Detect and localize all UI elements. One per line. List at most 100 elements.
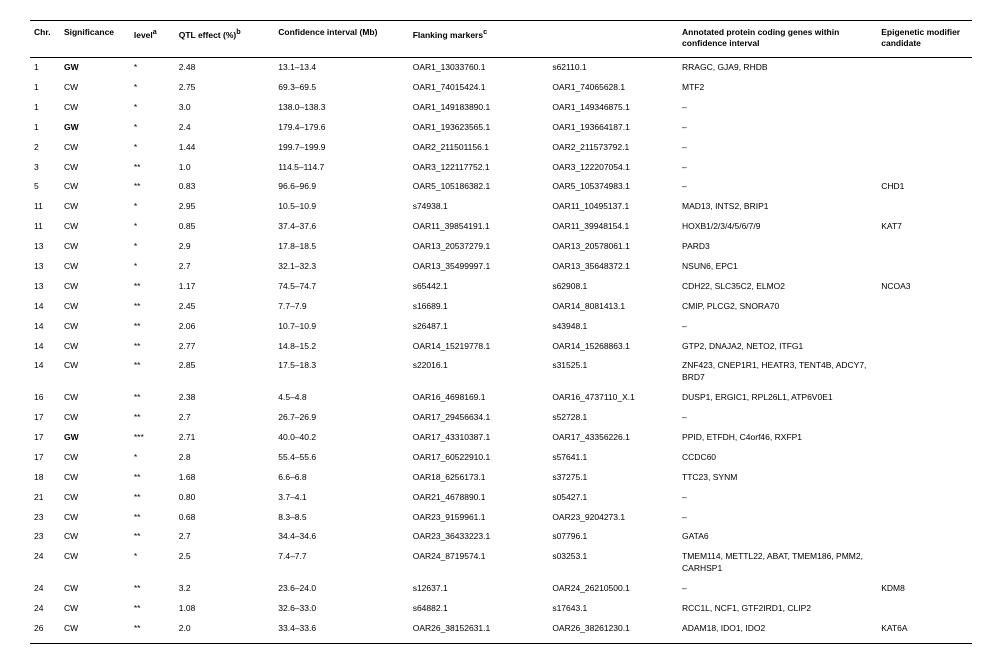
cell-epi xyxy=(877,468,972,488)
cell-genes: NSUN6, EPC1 xyxy=(678,257,877,277)
table-row: 2CW*1.44199.7–199.9OAR2_211501156.1OAR2_… xyxy=(30,138,972,158)
cell-fm2: OAR16_4737110_X.1 xyxy=(548,388,678,408)
cell-eff: 1.68 xyxy=(175,468,275,488)
col-header-lvl: levela xyxy=(130,21,175,58)
cell-epi xyxy=(877,78,972,98)
cell-fm2: OAR11_10495137.1 xyxy=(548,197,678,217)
cell-sig: CW xyxy=(60,217,130,237)
cell-fm2: s52728.1 xyxy=(548,408,678,428)
cell-genes: – xyxy=(678,408,877,428)
cell-chr: 23 xyxy=(30,527,60,547)
cell-ci: 33.4–33.6 xyxy=(274,619,408,643)
cell-eff: 2.85 xyxy=(175,356,275,388)
cell-sig: CW xyxy=(60,297,130,317)
cell-fm1: OAR1_74015424.1 xyxy=(409,78,549,98)
cell-epi xyxy=(877,508,972,528)
cell-sig: CW xyxy=(60,78,130,98)
cell-fm2: s43948.1 xyxy=(548,317,678,337)
cell-fm2: s07796.1 xyxy=(548,527,678,547)
table-row: 17GW***2.7140.0–40.2OAR17_43310387.1OAR1… xyxy=(30,428,972,448)
cell-ci: 3.7–4.1 xyxy=(274,488,408,508)
table-row: 17CW**2.726.7–26.9OAR17_29456634.1s52728… xyxy=(30,408,972,428)
cell-lvl: ** xyxy=(130,297,175,317)
cell-eff: 1.0 xyxy=(175,158,275,178)
cell-eff: 2.06 xyxy=(175,317,275,337)
cell-sig: CW xyxy=(60,177,130,197)
cell-lvl: ** xyxy=(130,468,175,488)
col-header-ci: Confidence interval (Mb) xyxy=(274,21,408,58)
cell-epi xyxy=(877,257,972,277)
cell-sig: GW xyxy=(60,58,130,78)
cell-chr: 5 xyxy=(30,177,60,197)
cell-chr: 13 xyxy=(30,257,60,277)
cell-fm1: OAR3_122117752.1 xyxy=(409,158,549,178)
cell-fm2: s05427.1 xyxy=(548,488,678,508)
col-header-fm2 xyxy=(548,21,678,58)
cell-epi xyxy=(877,527,972,547)
cell-fm1: OAR1_149183890.1 xyxy=(409,98,549,118)
cell-lvl: ** xyxy=(130,388,175,408)
cell-genes: GATA6 xyxy=(678,527,877,547)
cell-epi xyxy=(877,118,972,138)
cell-genes: CCDC60 xyxy=(678,448,877,468)
cell-fm1: OAR21_4678890.1 xyxy=(409,488,549,508)
cell-sig: CW xyxy=(60,257,130,277)
cell-eff: 1.17 xyxy=(175,277,275,297)
cell-fm2: s17643.1 xyxy=(548,599,678,619)
cell-eff: 2.9 xyxy=(175,237,275,257)
cell-lvl: ** xyxy=(130,277,175,297)
cell-epi xyxy=(877,138,972,158)
cell-genes: RRAGC, GJA9, RHDB xyxy=(678,58,877,78)
col-header-epi: Epigenetic modifier candidate xyxy=(877,21,972,58)
cell-sig: CW xyxy=(60,98,130,118)
table-row: 14CW**2.7714.8–15.2OAR14_15219778.1OAR14… xyxy=(30,337,972,357)
table-row: 1CW*2.7569.3–69.5OAR1_74015424.1OAR1_740… xyxy=(30,78,972,98)
cell-eff: 2.75 xyxy=(175,78,275,98)
cell-ci: 26.7–26.9 xyxy=(274,408,408,428)
cell-ci: 179.4–179.6 xyxy=(274,118,408,138)
cell-eff: 2.8 xyxy=(175,448,275,468)
cell-sig: GW xyxy=(60,428,130,448)
cell-fm2: OAR14_15268863.1 xyxy=(548,337,678,357)
cell-genes: ZNF423, CNEP1R1, HEATR3, TENT4B, ADCY7, … xyxy=(678,356,877,388)
cell-sig: CW xyxy=(60,448,130,468)
cell-fm2: OAR13_20578061.1 xyxy=(548,237,678,257)
table-row: 1GW*2.4179.4–179.6OAR1_193623565.1OAR1_1… xyxy=(30,118,972,138)
cell-genes: ADAM18, IDO1, IDO2 xyxy=(678,619,877,643)
cell-genes: TTC23, SYNM xyxy=(678,468,877,488)
cell-eff: 2.5 xyxy=(175,547,275,579)
cell-genes: – xyxy=(678,118,877,138)
col-header-sig: Significance xyxy=(60,21,130,58)
cell-lvl: * xyxy=(130,58,175,78)
cell-eff: 2.7 xyxy=(175,257,275,277)
cell-chr: 24 xyxy=(30,599,60,619)
cell-epi xyxy=(877,98,972,118)
cell-sig: CW xyxy=(60,317,130,337)
col-header-fm1: Flanking markersc xyxy=(409,21,549,58)
table-row: 24CW**3.223.6–24.0s12637.1OAR24_26210500… xyxy=(30,579,972,599)
cell-fm1: OAR2_211501156.1 xyxy=(409,138,549,158)
cell-chr: 17 xyxy=(30,408,60,428)
cell-chr: 17 xyxy=(30,448,60,468)
cell-genes: CDH22, SLC35C2, ELMO2 xyxy=(678,277,877,297)
cell-fm1: s12637.1 xyxy=(409,579,549,599)
cell-lvl: ** xyxy=(130,508,175,528)
cell-lvl: * xyxy=(130,237,175,257)
cell-fm1: OAR17_29456634.1 xyxy=(409,408,549,428)
cell-genes: HOXB1/2/3/4/5/6/7/9 xyxy=(678,217,877,237)
cell-genes: GTP2, DNAJA2, NETO2, ITFG1 xyxy=(678,337,877,357)
cell-fm1: OAR17_60522910.1 xyxy=(409,448,549,468)
cell-genes: CMIP, PLCG2, SNORA70 xyxy=(678,297,877,317)
cell-fm2: OAR5_105374983.1 xyxy=(548,177,678,197)
cell-ci: 34.4–34.6 xyxy=(274,527,408,547)
cell-genes: DUSP1, ERGIC1, RPL26L1, ATP6V0E1 xyxy=(678,388,877,408)
cell-fm2: OAR26_38261230.1 xyxy=(548,619,678,643)
table-row: 13CW*2.917.8–18.5OAR13_20537279.1OAR13_2… xyxy=(30,237,972,257)
cell-epi xyxy=(877,408,972,428)
cell-epi xyxy=(877,197,972,217)
cell-chr: 18 xyxy=(30,468,60,488)
cell-ci: 10.7–10.9 xyxy=(274,317,408,337)
cell-lvl: ** xyxy=(130,579,175,599)
cell-lvl: * xyxy=(130,118,175,138)
cell-fm2: s03253.1 xyxy=(548,547,678,579)
